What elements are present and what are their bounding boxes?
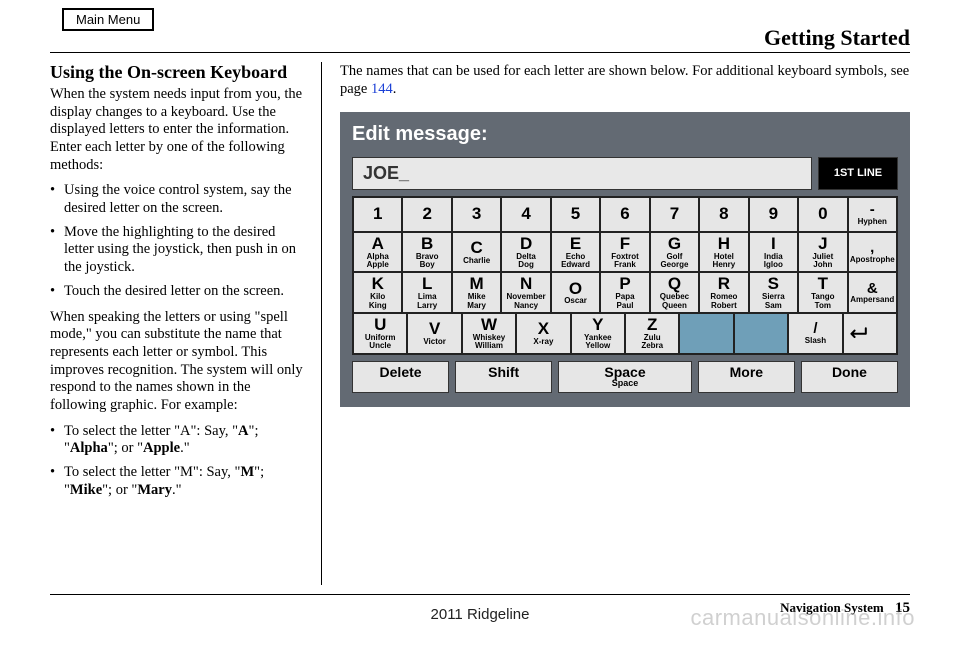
- enter-icon: [845, 326, 869, 340]
- key-e[interactable]: EEchoEdward: [551, 232, 600, 273]
- entry-field[interactable]: JOE_: [352, 157, 812, 190]
- left-bullet-3: Touch the desired letter on the screen.: [50, 283, 307, 301]
- space-sub: Space: [561, 379, 689, 388]
- key-a[interactable]: AAlphaApple: [353, 232, 402, 273]
- key-apostrophe[interactable]: ,Apostrophe: [848, 232, 897, 273]
- key-ampersand[interactable]: &Ampersand: [848, 272, 897, 313]
- key-blank-2: [734, 313, 788, 354]
- ex1-Apple: Apple: [143, 440, 180, 456]
- key-o[interactable]: OOscar: [551, 272, 600, 313]
- delete-button[interactable]: Delete: [352, 361, 449, 393]
- key-8[interactable]: 8: [699, 197, 748, 232]
- ex1-text: To select the letter "A": Say, ": [64, 423, 238, 439]
- key-c[interactable]: CCharlie: [452, 232, 501, 273]
- keyboard-grid: 1234567890-Hyphen AAlphaAppleBBravoBoyCC…: [352, 196, 898, 355]
- key-l[interactable]: LLimaLarry: [402, 272, 451, 313]
- first-line-button[interactable]: 1ST LINE: [818, 157, 898, 190]
- section-title: Getting Started: [764, 25, 910, 51]
- key-enter[interactable]: [843, 313, 897, 354]
- page-link-144[interactable]: 144: [371, 81, 393, 97]
- watermark: carmanualsonline.info: [690, 605, 915, 631]
- key-g[interactable]: GGolfGeorge: [650, 232, 699, 273]
- key-4[interactable]: 4: [501, 197, 550, 232]
- more-button[interactable]: More: [698, 361, 795, 393]
- key-blank-1: [679, 313, 733, 354]
- key-6[interactable]: 6: [600, 197, 649, 232]
- key-r[interactable]: RRomeoRobert: [699, 272, 748, 313]
- right-intro: The names that can be used for each lett…: [340, 62, 910, 98]
- bottom-rule: [50, 594, 910, 595]
- top-rule: [50, 52, 910, 53]
- intro-b: .: [393, 81, 397, 97]
- kb-title: Edit message:: [352, 122, 898, 147]
- left-p1: When the system needs input from you, th…: [50, 86, 307, 174]
- done-button[interactable]: Done: [801, 361, 898, 393]
- left-heading: Using the On-screen Keyboard: [50, 62, 307, 84]
- ex1-t3: "; or ": [108, 440, 143, 456]
- key-p[interactable]: PPapaPaul: [600, 272, 649, 313]
- keyboard-graphic: Edit message: JOE_ 1ST LINE 1234567890-H…: [340, 112, 910, 407]
- ex1-A: A: [238, 423, 248, 439]
- key-s[interactable]: SSierraSam: [749, 272, 798, 313]
- key-u[interactable]: UUniformUncle: [353, 313, 407, 354]
- space-button[interactable]: Space Space: [558, 361, 692, 393]
- ex2-t4: .": [172, 482, 182, 498]
- left-bullet-1: Using the voice control system, say the …: [50, 182, 307, 217]
- left-column: Using the On-screen Keyboard When the sy…: [50, 62, 322, 585]
- key-z[interactable]: ZZuluZebra: [625, 313, 679, 354]
- key-f[interactable]: FFoxtrotFrank: [600, 232, 649, 273]
- key-q[interactable]: QQuebecQueen: [650, 272, 699, 313]
- key-3[interactable]: 3: [452, 197, 501, 232]
- shift-button[interactable]: Shift: [455, 361, 552, 393]
- key-d[interactable]: DDeltaDog: [501, 232, 550, 273]
- ex2-t3: "; or ": [102, 482, 137, 498]
- key-0[interactable]: 0: [798, 197, 847, 232]
- key-x[interactable]: XX-ray: [516, 313, 570, 354]
- right-column: The names that can be used for each lett…: [322, 62, 910, 585]
- ex2-text: To select the letter "M": Say, ": [64, 464, 240, 480]
- key-7[interactable]: 7: [650, 197, 699, 232]
- left-example-m: To select the letter "M": Say, "M"; "Mik…: [50, 464, 307, 499]
- key-w[interactable]: WWhiskeyWilliam: [462, 313, 516, 354]
- key-5[interactable]: 5: [551, 197, 600, 232]
- ex1-Alpha: Alpha: [70, 440, 108, 456]
- key-slash[interactable]: /Slash: [788, 313, 842, 354]
- intro-a: The names that can be used for each lett…: [340, 63, 909, 97]
- left-p2: When speaking the letters or using "spel…: [50, 309, 307, 415]
- key-i[interactable]: IIndiaIgloo: [749, 232, 798, 273]
- key-t[interactable]: TTangoTom: [798, 272, 847, 313]
- key-h[interactable]: HHotelHenry: [699, 232, 748, 273]
- key-j[interactable]: JJulietJohn: [798, 232, 847, 273]
- key-hyphen[interactable]: -Hyphen: [848, 197, 897, 232]
- left-example-a: To select the letter "A": Say, "A"; "Alp…: [50, 423, 307, 458]
- key-k[interactable]: KKiloKing: [353, 272, 402, 313]
- key-1[interactable]: 1: [353, 197, 402, 232]
- key-n[interactable]: NNovemberNancy: [501, 272, 550, 313]
- key-b[interactable]: BBravoBoy: [402, 232, 451, 273]
- key-2[interactable]: 2: [402, 197, 451, 232]
- key-y[interactable]: YYankeeYellow: [571, 313, 625, 354]
- main-menu-button[interactable]: Main Menu: [62, 8, 154, 31]
- left-bullet-2: Move the highlighting to the desired let…: [50, 224, 307, 277]
- key-9[interactable]: 9: [749, 197, 798, 232]
- ex2-Mike: Mike: [70, 482, 102, 498]
- ex2-M: M: [240, 464, 254, 480]
- key-m[interactable]: MMikeMary: [452, 272, 501, 313]
- space-label: Space: [604, 364, 645, 380]
- ex2-Mary: Mary: [137, 482, 172, 498]
- key-v[interactable]: VVictor: [407, 313, 461, 354]
- ex1-t4: .": [180, 440, 190, 456]
